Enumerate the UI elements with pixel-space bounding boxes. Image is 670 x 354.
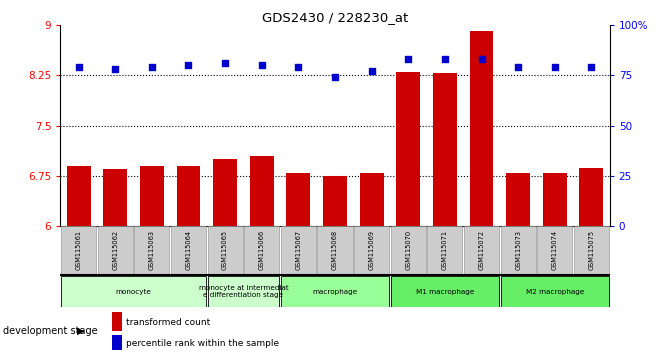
Bar (360, 172, 383, 226)
Text: GSM115065: GSM115065 (222, 230, 228, 270)
Point (403, 56, 413, 62)
Point (513, 64, 523, 70)
Text: GSM115068: GSM115068 (332, 230, 338, 270)
Text: monocyte: monocyte (116, 289, 151, 295)
Bar (281, 276, 389, 307)
Bar (537, 226, 572, 275)
Text: M1 macrophage: M1 macrophage (415, 289, 474, 295)
Point (73, 64, 84, 70)
Bar (113, 313, 123, 331)
Bar (140, 166, 163, 226)
Bar (67, 166, 90, 226)
Point (220, 60, 230, 66)
Text: GSM115067: GSM115067 (295, 230, 302, 270)
Bar (580, 168, 603, 226)
Point (440, 56, 450, 62)
Point (586, 64, 597, 70)
Text: GSM115075: GSM115075 (588, 230, 594, 270)
Bar (391, 226, 426, 275)
Bar (244, 226, 279, 275)
Bar (281, 226, 316, 275)
Bar (61, 276, 206, 307)
Bar (250, 156, 273, 226)
Text: monocyte at intermediat
e differentiation stage: monocyte at intermediat e differentiatio… (198, 285, 288, 298)
Point (147, 64, 157, 70)
Bar (470, 32, 493, 226)
Point (110, 66, 121, 72)
Text: ▶: ▶ (77, 326, 84, 336)
Bar (323, 176, 347, 226)
Bar (287, 172, 310, 226)
Text: transformed count: transformed count (126, 318, 210, 327)
Text: GSM115061: GSM115061 (76, 230, 82, 270)
Bar (500, 226, 536, 275)
Bar (103, 169, 127, 226)
Bar (391, 276, 499, 307)
Text: GSM115062: GSM115062 (113, 230, 118, 270)
Bar (98, 226, 133, 275)
Text: GSM115069: GSM115069 (369, 230, 375, 270)
Bar (433, 73, 457, 226)
Bar (427, 226, 462, 275)
Text: macrophage: macrophage (312, 289, 358, 295)
Bar (574, 226, 609, 275)
Bar (543, 172, 567, 226)
Point (366, 68, 377, 74)
Point (257, 62, 267, 68)
Text: GSM115066: GSM115066 (259, 230, 265, 270)
Text: GSM115074: GSM115074 (552, 230, 557, 270)
Bar (177, 166, 200, 226)
Text: M2 macrophage: M2 macrophage (525, 289, 584, 295)
Bar (318, 226, 352, 275)
Point (330, 74, 340, 80)
Text: GSM115063: GSM115063 (149, 230, 155, 270)
Text: GSM115071: GSM115071 (442, 230, 448, 270)
Bar (354, 226, 389, 275)
Bar (500, 276, 609, 307)
Text: GSM115070: GSM115070 (405, 230, 411, 270)
Bar (464, 226, 499, 275)
Text: GSM115072: GSM115072 (478, 230, 484, 270)
Bar (134, 226, 170, 275)
Text: GSM115073: GSM115073 (515, 230, 521, 270)
Bar (208, 276, 279, 307)
Title: GDS2430 / 228230_at: GDS2430 / 228230_at (262, 11, 408, 24)
Text: GSM115064: GSM115064 (186, 230, 192, 270)
Point (549, 64, 560, 70)
Bar (507, 172, 530, 226)
Bar (208, 226, 243, 275)
Bar (171, 226, 206, 275)
Text: development stage: development stage (3, 326, 98, 336)
Bar (61, 226, 96, 275)
Point (183, 62, 194, 68)
Text: percentile rank within the sample: percentile rank within the sample (126, 338, 279, 348)
Point (293, 64, 304, 70)
Bar (213, 159, 237, 226)
Bar (397, 72, 420, 226)
Point (476, 56, 487, 62)
Bar (113, 335, 123, 350)
